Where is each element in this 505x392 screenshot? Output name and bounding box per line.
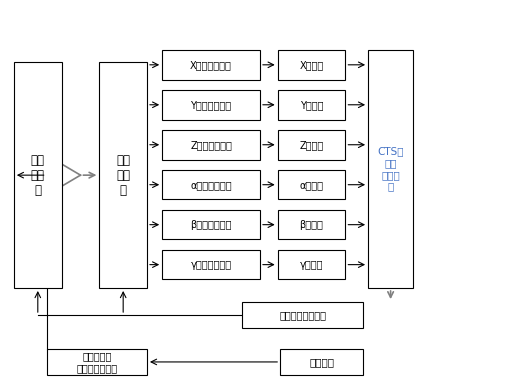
- Text: 下位
计算
机: 下位 计算 机: [116, 154, 130, 197]
- Text: β角电机: β角电机: [299, 220, 323, 230]
- Bar: [242, 302, 363, 328]
- Text: γ角运动控制器: γ角运动控制器: [190, 260, 232, 270]
- Text: α角电机: α角电机: [299, 180, 324, 190]
- Bar: [278, 90, 345, 120]
- Text: β角运动控制器: β角运动控制器: [190, 220, 232, 230]
- Text: X轴运动控制器: X轴运动控制器: [190, 60, 232, 70]
- Text: CTS六
自由
度机械
手: CTS六 自由 度机械 手: [377, 147, 404, 191]
- Bar: [162, 170, 260, 200]
- Text: 外挂物模型
承受的力与力矩: 外挂物模型 承受的力与力矩: [76, 351, 117, 373]
- Bar: [46, 349, 147, 375]
- Bar: [99, 62, 147, 288]
- Bar: [278, 170, 345, 200]
- Text: Y轴电机: Y轴电机: [300, 100, 323, 110]
- Text: γ角电机: γ角电机: [300, 260, 323, 270]
- Text: X轴电机: X轴电机: [299, 60, 324, 70]
- Text: 主控
计算
机: 主控 计算 机: [31, 154, 45, 197]
- Bar: [278, 250, 345, 279]
- Bar: [162, 50, 260, 80]
- Text: α角运动控制器: α角运动控制器: [190, 180, 232, 190]
- Bar: [162, 210, 260, 240]
- Bar: [368, 50, 413, 288]
- Bar: [280, 349, 363, 375]
- Text: Z轴运动控制器: Z轴运动控制器: [190, 140, 232, 150]
- Text: 速度、位置传感器: 速度、位置传感器: [279, 310, 326, 320]
- Bar: [162, 90, 260, 120]
- Bar: [278, 210, 345, 240]
- Bar: [162, 130, 260, 160]
- Bar: [14, 62, 62, 288]
- Bar: [278, 130, 345, 160]
- Text: 测力天平: 测力天平: [309, 357, 334, 367]
- Bar: [278, 50, 345, 80]
- Text: Z轴电机: Z轴电机: [299, 140, 324, 150]
- Bar: [162, 250, 260, 279]
- Text: Y轴运动控制器: Y轴运动控制器: [190, 100, 232, 110]
